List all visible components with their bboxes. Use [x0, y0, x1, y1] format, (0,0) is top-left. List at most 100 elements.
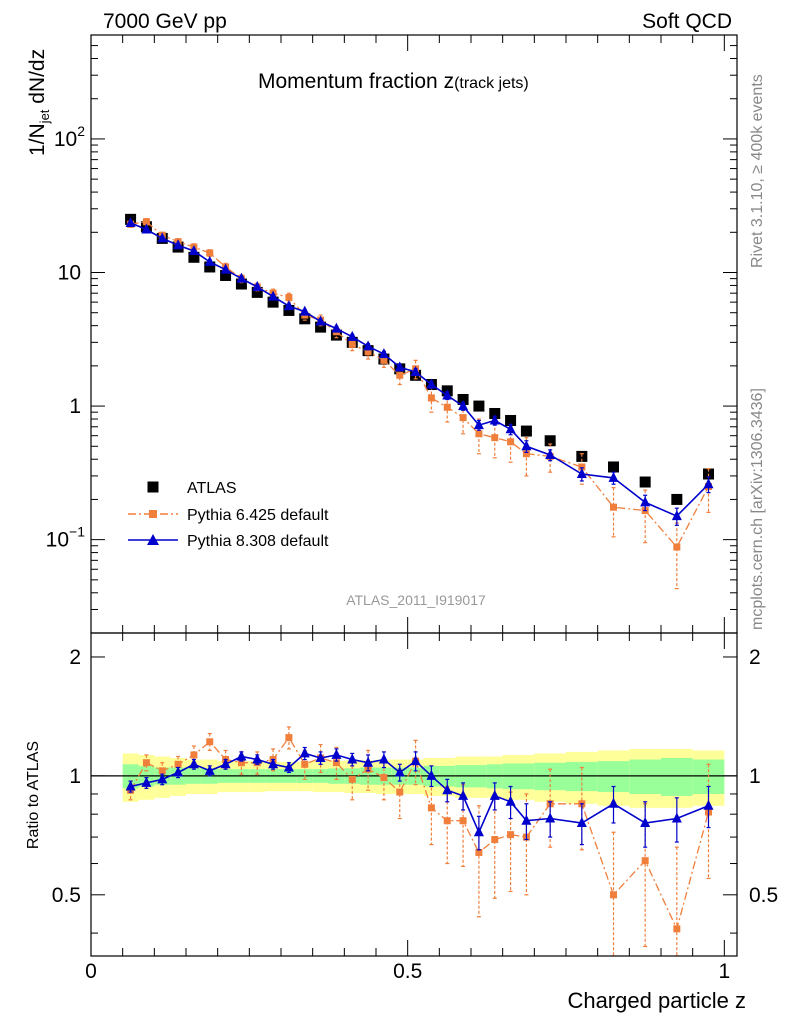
data-point: [442, 784, 453, 795]
data-point: [157, 773, 168, 784]
ratio-ylabel: Ratio to ATLAS: [25, 741, 42, 849]
data-point: [394, 766, 405, 777]
y-tick-label-right: 2: [749, 646, 761, 669]
data-point: [459, 817, 467, 825]
data-point: [489, 407, 501, 419]
data-point: [442, 389, 453, 400]
data-point: [220, 263, 231, 274]
data-point: [671, 493, 683, 505]
series-line: [130, 221, 710, 549]
data-point: [141, 223, 152, 234]
data-point: [545, 812, 556, 823]
data-point: [251, 286, 263, 298]
data-point: [426, 769, 437, 780]
ratio-frame: [90, 632, 738, 957]
data-point: [299, 313, 311, 325]
data-point: [363, 756, 374, 767]
data-point: [285, 734, 293, 742]
data-point: [268, 290, 279, 301]
series-line: [130, 752, 709, 835]
data-point: [206, 249, 214, 257]
data-point: [188, 758, 199, 769]
data-point: [173, 239, 184, 250]
data-point: [443, 817, 451, 825]
header-left: 7000 GeV pp: [103, 10, 227, 33]
y-tick-label-right: 1: [749, 765, 761, 788]
data-point: [174, 760, 182, 768]
y-tick-label-right: 0.5: [749, 884, 778, 907]
data-point: [576, 468, 587, 479]
main-panel: 10−1 1 10 102 Momentum fraction z(track jet…: [26, 34, 738, 634]
data-point: [394, 361, 405, 372]
data-point: [505, 795, 516, 806]
data-point: [378, 348, 389, 359]
data-point: [364, 348, 372, 356]
legend-label: ATLAS: [187, 480, 237, 497]
data-point: [235, 278, 247, 290]
data-point: [507, 438, 515, 446]
data-point: [491, 434, 499, 442]
data-point: [673, 925, 681, 933]
data-point: [220, 758, 231, 769]
ratio-series-pythia-8-308-default: [125, 746, 714, 851]
series-pythia-8-308-default: [125, 216, 714, 526]
data-point: [206, 738, 214, 746]
data-point: [347, 753, 358, 764]
data-point: [378, 753, 389, 764]
data-point: [520, 425, 532, 437]
data-point: [427, 804, 435, 812]
data-point: [489, 414, 500, 425]
chart-title: Momentum fraction z(track jets): [258, 70, 529, 93]
data-point: [190, 751, 198, 759]
data-point: [608, 471, 619, 482]
series-line: [130, 736, 710, 931]
data-point: [640, 816, 651, 827]
ratio-panel: 0.5 0.5 1 1 2 2 0 0.5 1 Ratio to ATLAS Charged p…: [25, 632, 778, 1013]
data-point: [639, 476, 651, 488]
data-point: [301, 760, 309, 768]
data-point: [125, 780, 136, 791]
data-point: [459, 414, 467, 422]
data-point: [348, 340, 356, 348]
data-point: [158, 767, 166, 775]
data-point: [204, 255, 215, 266]
rivet-version-label: Rivet 3.1.10, ≥ 400k events: [749, 74, 766, 268]
y-tick-label: 10−1: [46, 524, 86, 552]
data-point: [475, 430, 483, 438]
main-ylabel: 1/Njet dN/dz: [26, 49, 52, 156]
data-point: [505, 423, 516, 434]
data-point: [283, 300, 294, 311]
data-point: [396, 371, 404, 379]
data-point: [204, 261, 216, 273]
data-point: [489, 789, 500, 800]
data-point: [236, 750, 247, 761]
data-point: [125, 216, 136, 227]
data-point: [380, 774, 388, 782]
y-tick-label: 2: [69, 646, 81, 669]
data-point: [608, 797, 619, 808]
series-line: [130, 222, 710, 518]
series-atlas: [125, 213, 714, 505]
legend-marker: [147, 534, 159, 545]
uncertainty-band-inner: [566, 761, 598, 792]
legend-label: Pythia 6.425 default: [187, 507, 329, 524]
data-point: [473, 419, 484, 430]
data-point: [410, 755, 421, 766]
data-point: [283, 304, 295, 316]
data-point: [641, 857, 649, 865]
legend-label: Pythia 8.308 default: [187, 533, 329, 550]
data-point: [299, 747, 310, 758]
data-point: [315, 751, 326, 762]
data-point: [332, 759, 340, 767]
x-tick-label: 0: [85, 960, 97, 983]
data-point: [610, 891, 617, 899]
data-point: [475, 848, 483, 856]
data-point: [671, 510, 682, 521]
data-point: [252, 753, 263, 764]
data-point: [427, 394, 435, 402]
data-point: [331, 748, 342, 759]
source-label: mcplots.cern.ch [arXiv:1306.3436]: [749, 388, 766, 630]
data-point: [142, 218, 150, 226]
data-point: [348, 775, 356, 783]
